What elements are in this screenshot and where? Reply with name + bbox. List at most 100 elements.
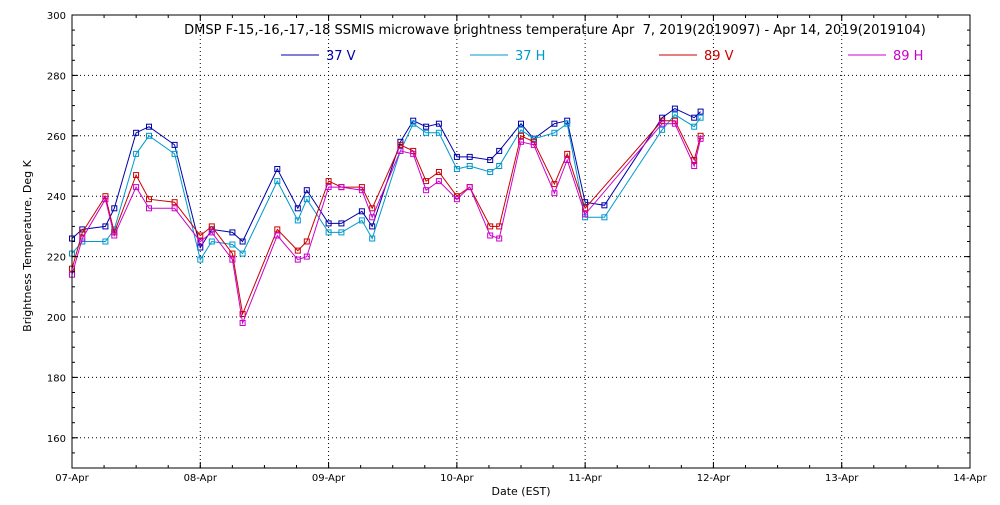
- data-point: [369, 223, 376, 230]
- data-point: [423, 129, 430, 136]
- data-point: [338, 184, 345, 191]
- data-point: [229, 241, 236, 248]
- legend-label: 37 V: [326, 49, 356, 64]
- data-point: [518, 120, 524, 127]
- data-point: [133, 129, 140, 136]
- legend-label: 89 V: [704, 49, 734, 64]
- data-point: [358, 184, 365, 191]
- data-point: [601, 214, 608, 221]
- series-line: [71, 114, 702, 261]
- data-point: [466, 163, 473, 169]
- data-point: [659, 126, 666, 133]
- data-point: [303, 253, 310, 260]
- data-point: [239, 320, 246, 326]
- data-point: [435, 120, 442, 127]
- data-point: [564, 120, 571, 127]
- data-point: [171, 205, 178, 212]
- x-tick-label: 14-Apr: [953, 473, 987, 484]
- data-point: [358, 217, 365, 224]
- data-point: [274, 232, 281, 239]
- data-point: [102, 223, 109, 230]
- axis-ticks: [71, 14, 971, 469]
- y-tick-label: 280: [47, 71, 66, 82]
- data-point: [79, 235, 86, 242]
- data-point: [239, 311, 246, 317]
- data-point: [303, 238, 310, 245]
- data-point: [659, 120, 666, 127]
- data-point: [111, 205, 118, 212]
- x-tick-label: 10-Apr: [440, 473, 474, 484]
- data-point: [239, 250, 246, 257]
- data-point: [79, 229, 86, 236]
- data-point: [691, 163, 698, 169]
- series-89-h: [69, 120, 704, 326]
- data-point: [453, 153, 460, 160]
- data-point: [487, 169, 494, 175]
- data-point: [487, 232, 494, 239]
- data-point: [397, 147, 404, 154]
- data-point: [564, 150, 571, 157]
- data-point: [197, 238, 204, 245]
- x-tick-label: 07-Apr: [55, 473, 89, 484]
- y-tick-label: 300: [47, 11, 66, 22]
- x-tick-label: 12-Apr: [697, 473, 731, 484]
- data-point: [146, 196, 152, 203]
- data-point: [111, 232, 118, 239]
- data-point: [551, 181, 558, 188]
- data-point: [551, 120, 558, 127]
- data-point: [496, 147, 503, 154]
- x-tick-label: 13-Apr: [825, 473, 859, 484]
- data-point: [229, 250, 236, 257]
- y-tick-label: 180: [47, 373, 66, 384]
- data-point: [369, 205, 376, 212]
- data-point: [303, 196, 310, 203]
- data-point: [294, 205, 301, 212]
- data-point: [171, 141, 178, 148]
- data-point: [133, 184, 140, 191]
- data-point: [564, 157, 571, 163]
- y-tick-label: 160: [47, 434, 66, 445]
- data-point: [551, 190, 558, 197]
- data-point: [274, 178, 281, 185]
- data-point: [229, 256, 236, 263]
- y-tick-label: 260: [47, 132, 66, 143]
- data-point: [582, 211, 589, 218]
- data-point: [274, 166, 281, 172]
- y-tick-label: 200: [47, 313, 66, 324]
- x-tick-label: 11-Apr: [568, 473, 602, 484]
- data-point: [671, 111, 678, 118]
- data-point: [229, 229, 236, 236]
- data-point: [294, 256, 301, 263]
- data-point: [208, 223, 215, 230]
- data-point: [197, 232, 204, 239]
- data-point: [397, 138, 404, 145]
- data-point: [358, 187, 365, 194]
- data-point: [325, 178, 332, 185]
- data-point: [551, 129, 558, 136]
- tick-labels: 160 180 200 220 240 260 280 300 07-Apr 08-Apr 09-A…: [47, 11, 988, 484]
- data-point: [397, 141, 404, 148]
- data-point: [496, 163, 503, 169]
- series-line: [71, 123, 702, 325]
- data-point: [239, 238, 246, 245]
- data-point: [325, 220, 332, 227]
- data-point: [171, 199, 178, 206]
- data-point: [208, 238, 215, 245]
- data-point: [146, 123, 152, 130]
- data-point: [691, 114, 698, 121]
- data-point: [410, 120, 417, 127]
- data-point: [197, 256, 204, 263]
- data-point: [358, 208, 365, 215]
- chart-title: DMSP F-15,-16,-17,-18 SSMIS microwave br…: [184, 23, 926, 38]
- data-point: [487, 157, 494, 163]
- data-point: [435, 169, 442, 175]
- data-point: [325, 229, 332, 236]
- data-point: [423, 187, 430, 194]
- data-point: [410, 150, 417, 157]
- data-point: [338, 229, 345, 236]
- y-axis-label: Brightness Temperature, Deg K: [21, 159, 34, 331]
- data-point: [423, 178, 430, 185]
- data-point: [466, 153, 473, 160]
- data-point: [146, 132, 152, 139]
- data-point: [133, 172, 140, 179]
